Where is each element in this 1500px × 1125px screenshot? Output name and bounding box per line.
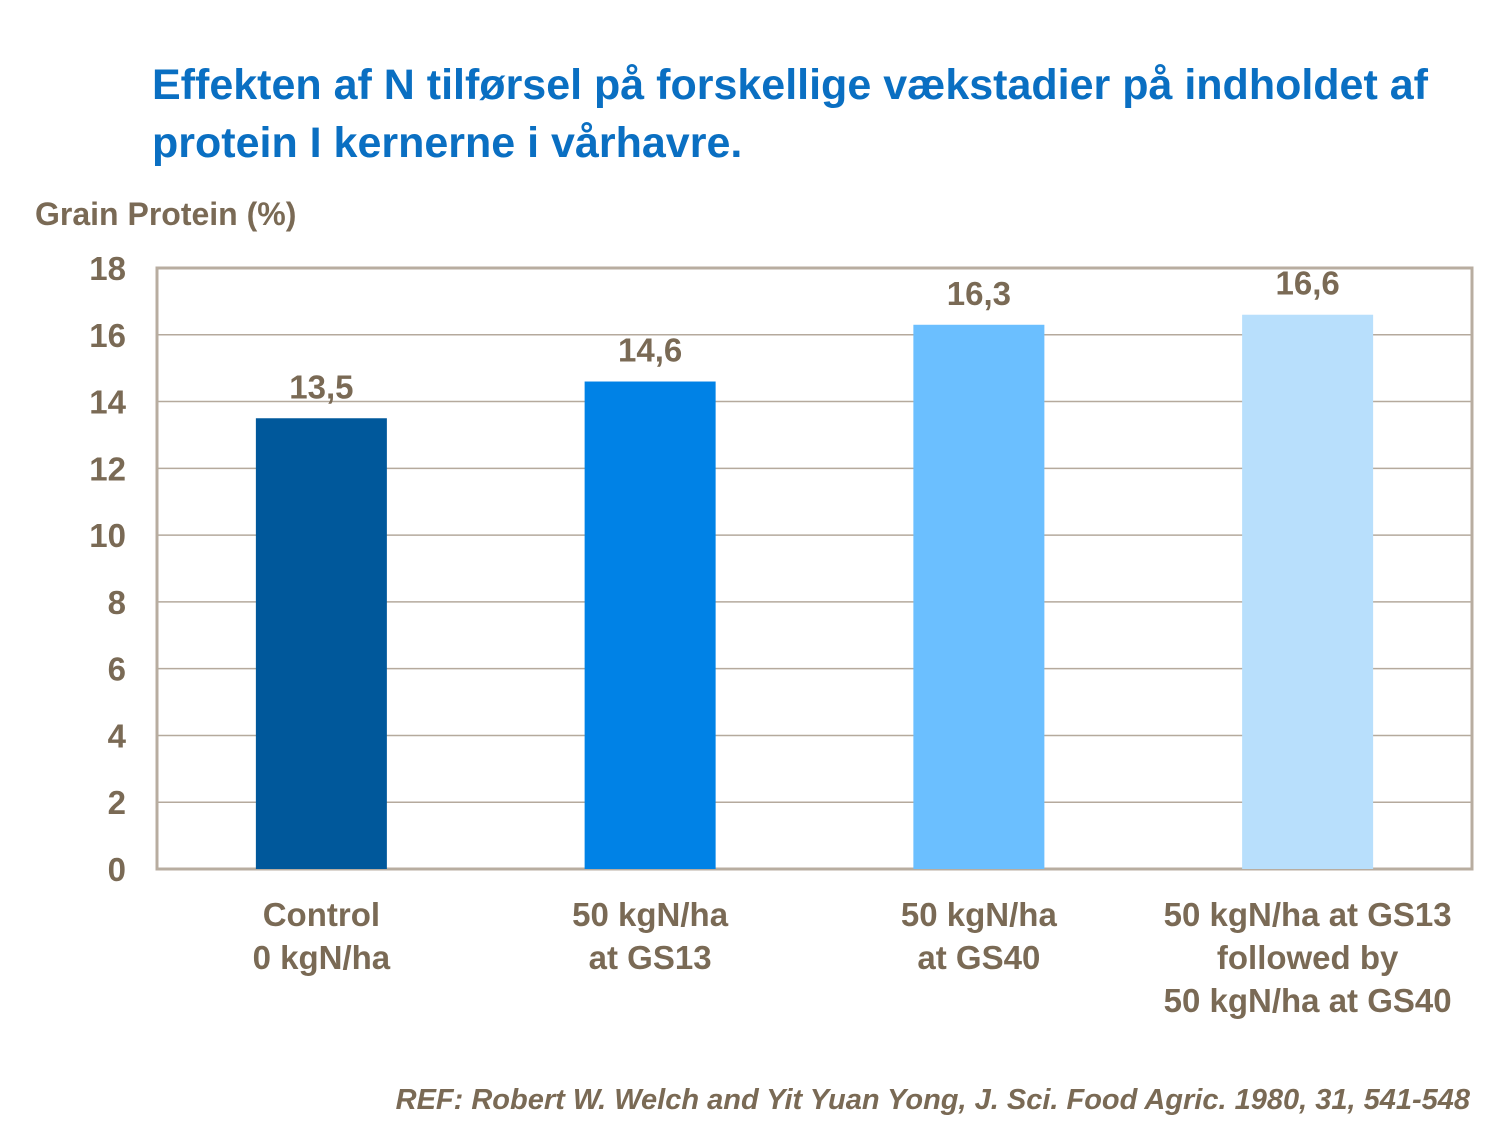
y-tick-label: 12 bbox=[89, 450, 126, 487]
y-tick-label: 10 bbox=[89, 517, 126, 554]
y-tick-label: 16 bbox=[89, 317, 126, 354]
bar bbox=[255, 418, 387, 869]
x-tick-label: 50 kgN/ha bbox=[901, 896, 1058, 933]
x-tick-label: 50 kgN/ha at GS13 bbox=[1164, 896, 1452, 933]
bar bbox=[913, 324, 1045, 869]
plot-frame bbox=[155, 266, 1474, 871]
bar bbox=[584, 381, 716, 869]
y-tick-label: 4 bbox=[108, 717, 127, 754]
y-tick-label: 8 bbox=[108, 584, 126, 621]
y-axis-label: Grain Protein (%) bbox=[35, 196, 297, 232]
y-tick-label: 18 bbox=[89, 250, 126, 287]
reference-citation: REF: Robert W. Welch and Yit Yuan Yong, … bbox=[395, 1084, 1470, 1116]
x-tick-label: followed by bbox=[1217, 939, 1399, 976]
y-tick-label: 2 bbox=[108, 784, 126, 821]
y-tick-label: 6 bbox=[108, 651, 126, 688]
x-tick-label: 0 kgN/ha bbox=[253, 939, 391, 976]
chart-title: Effekten af N tilførsel på forskellige v… bbox=[152, 61, 1428, 167]
y-tick-label: 14 bbox=[89, 384, 126, 421]
x-tick-label: at GS40 bbox=[917, 939, 1040, 976]
y-tick-label: 0 bbox=[108, 851, 126, 888]
data-label: 13,5 bbox=[289, 368, 353, 405]
x-tick-label: 50 kgN/ha at GS40 bbox=[1164, 982, 1452, 1019]
bar bbox=[1242, 314, 1374, 869]
data-label: 16,3 bbox=[947, 275, 1011, 312]
x-tick-label: Control bbox=[263, 896, 380, 933]
x-tick-label: 50 kgN/ha bbox=[572, 896, 729, 933]
data-label: 14,6 bbox=[618, 332, 682, 369]
x-tick-label: at GS13 bbox=[589, 939, 712, 976]
data-label: 16,6 bbox=[1276, 265, 1340, 302]
